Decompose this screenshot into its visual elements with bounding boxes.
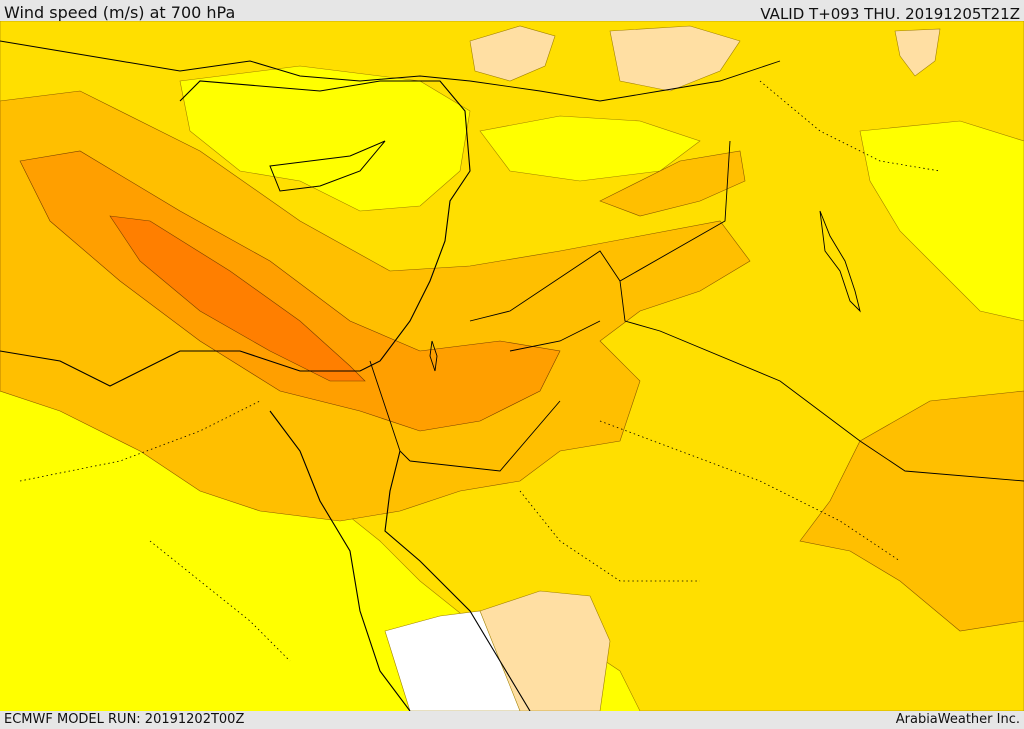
model-run-label: ECMWF MODEL RUN: 20191202T00Z xyxy=(4,712,245,727)
coastline-turkey-north xyxy=(0,40,471,82)
wind-band-light-north2 xyxy=(479,115,701,182)
wind-speed-map xyxy=(0,21,1024,711)
credit-label: ArabiaWeather Inc. xyxy=(895,712,1020,727)
wind-band-very-light-2 xyxy=(609,25,741,92)
wind-band-fresh-east xyxy=(799,390,1024,632)
wind-band-fresh-northeast xyxy=(599,150,746,217)
map-title: Wind speed (m/s) at 700 hPa xyxy=(4,3,236,22)
border-dotted xyxy=(19,80,941,662)
wind-band-very-light-3 xyxy=(894,28,941,77)
border-lines xyxy=(369,60,1024,482)
footer-bar: ECMWF MODEL RUN: 20191202T00Z ArabiaWeat… xyxy=(0,711,1024,729)
coastline-mediterranean xyxy=(0,80,471,387)
wind-band-very-strong xyxy=(109,215,366,382)
coastline-red-sea xyxy=(269,410,531,711)
wind-band-fresh-west xyxy=(0,90,751,522)
header-bar: Wind speed (m/s) at 700 hPa VALID T+093 … xyxy=(0,0,1024,23)
coastline-caspian xyxy=(819,210,861,313)
wind-band-very-light-1 xyxy=(469,25,556,82)
wind-band-light-north xyxy=(179,65,471,212)
coastline-dead-sea xyxy=(429,340,438,372)
wind-band-strong xyxy=(19,150,561,432)
valid-time-label: VALID T+093 THU. 20191205T21Z xyxy=(760,5,1020,23)
coastline-cyprus xyxy=(269,140,386,192)
wind-band-light-northeast xyxy=(859,120,1024,322)
